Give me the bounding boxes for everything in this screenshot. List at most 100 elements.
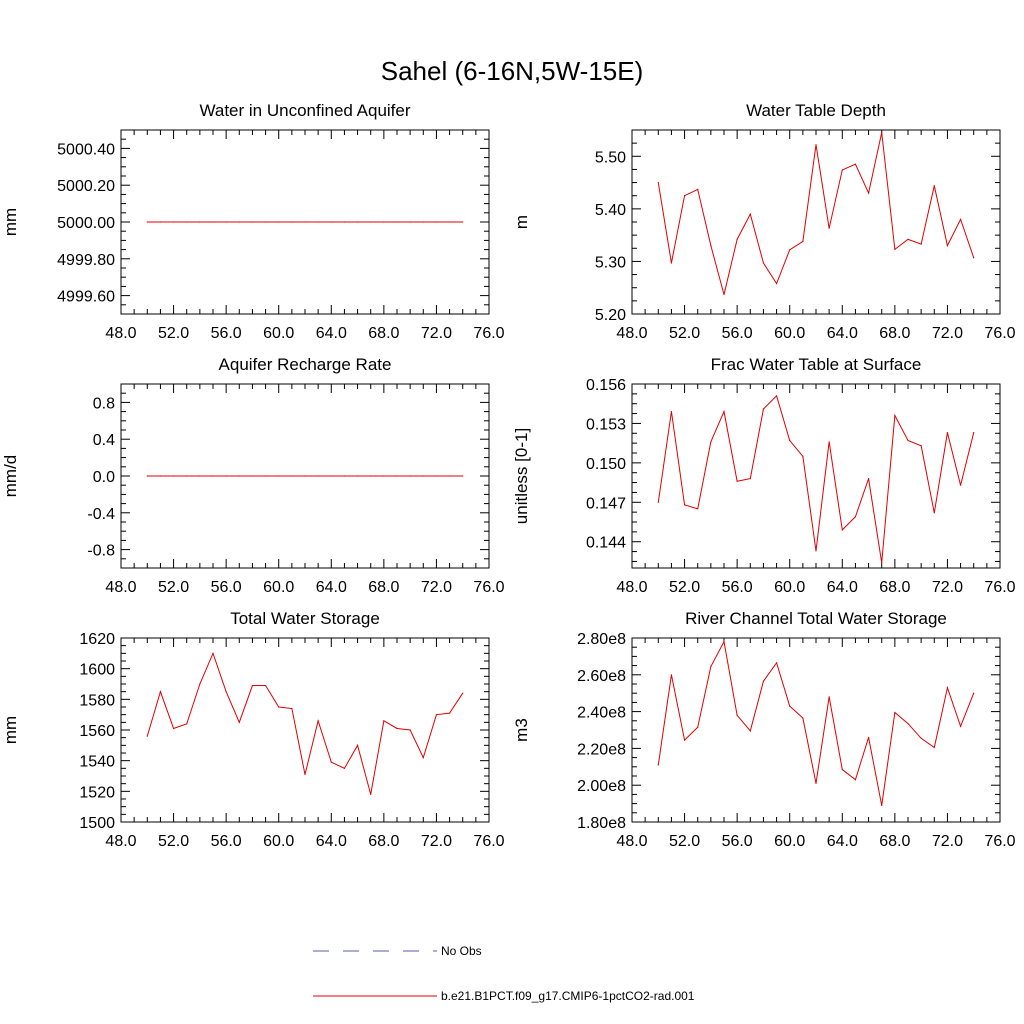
y-tick-label: 0.0 xyxy=(93,469,115,486)
data-point xyxy=(186,723,188,725)
data-point xyxy=(330,221,332,223)
x-tick-label: 60.0 xyxy=(263,325,294,342)
data-point xyxy=(159,221,162,223)
data-point xyxy=(723,293,725,296)
data-point xyxy=(802,455,804,457)
data-point xyxy=(238,475,240,477)
data-point xyxy=(907,238,909,240)
y-tick-label: 1500 xyxy=(79,815,115,832)
data-point xyxy=(920,243,922,245)
panel-title: Aquifer Recharge Rate xyxy=(219,355,392,374)
data-point xyxy=(736,480,738,482)
data-point xyxy=(251,475,254,477)
data-point xyxy=(330,761,332,763)
x-tick-label: 76.0 xyxy=(473,325,504,342)
data-point xyxy=(291,707,293,710)
x-tick-label: 64.0 xyxy=(316,579,347,596)
legend-entry-2: b.e21.B1PCT.f09_g17.CMIP6-1pctCO2-rad.00… xyxy=(313,989,695,1003)
data-point xyxy=(238,721,240,723)
data-point xyxy=(933,746,935,749)
data-point xyxy=(356,744,359,746)
data-point xyxy=(670,674,673,676)
data-point xyxy=(973,257,975,259)
x-tick-label: 72.0 xyxy=(421,833,452,850)
x-tick-label: 48.0 xyxy=(616,833,647,850)
y-axis-label: mm xyxy=(1,716,20,744)
y-tick-label: 5.40 xyxy=(595,202,626,219)
chart-panel-2: Water Table Depth m 48.0 52.0 56.0 60.0 64.0 68… xyxy=(512,101,1016,342)
data-point xyxy=(356,475,359,477)
panel-title: Total Water Storage xyxy=(230,609,380,628)
x-tick-label: 64.0 xyxy=(316,325,347,342)
x-tick-label: 56.0 xyxy=(211,325,242,342)
x-tick-label: 56.0 xyxy=(211,579,242,596)
y-tick-label: 0.156 xyxy=(586,377,626,394)
data-point xyxy=(973,692,975,694)
plot-frame xyxy=(120,637,490,823)
data-point xyxy=(225,475,227,477)
data-point xyxy=(697,726,699,728)
x-tick-label: 72.0 xyxy=(421,325,452,342)
data-point xyxy=(278,475,280,477)
data-point xyxy=(422,475,424,477)
data-point xyxy=(946,245,949,247)
data-point xyxy=(736,238,738,240)
data-point xyxy=(762,262,765,264)
legend-label: No Obs xyxy=(441,944,482,958)
data-point xyxy=(683,195,686,197)
x-tick-label: 52.0 xyxy=(669,833,700,850)
data-point xyxy=(435,475,438,477)
panel-title: Water Table Depth xyxy=(746,101,886,120)
data-point xyxy=(657,181,659,184)
x-tick-label: 48.0 xyxy=(616,579,647,596)
y-tick-label: 1540 xyxy=(79,754,115,771)
data-point xyxy=(462,692,464,694)
data-point xyxy=(146,735,148,737)
data-point xyxy=(291,221,293,223)
y-tick-label: 1520 xyxy=(79,784,115,801)
x-tick-label: 60.0 xyxy=(774,579,805,596)
data-point xyxy=(396,475,398,477)
data-point xyxy=(317,475,319,477)
chart-panels: Water in Unconfined Aquifer mm 48.0 52.0 56.… xyxy=(1,101,1016,850)
data-point xyxy=(881,804,883,807)
x-tick-label: 48.0 xyxy=(616,325,647,342)
y-tick-label: 4999.80 xyxy=(57,252,115,269)
chart-panel-5: Total Water Storage mm 48.0 52.0 56.0 60.0 64.… xyxy=(1,609,505,850)
x-tick-label: 68.0 xyxy=(879,833,910,850)
data-point xyxy=(683,739,686,741)
data-point xyxy=(251,221,254,223)
y-tick-label: 5.20 xyxy=(595,307,626,324)
data-point xyxy=(370,793,372,796)
data-point xyxy=(802,717,804,719)
data-point xyxy=(789,705,791,707)
x-tick-label: 64.0 xyxy=(827,579,858,596)
data-point xyxy=(710,441,712,443)
data-point xyxy=(723,641,725,643)
data-point xyxy=(383,475,385,477)
data-point xyxy=(828,227,830,229)
series-line-1 xyxy=(657,394,975,563)
data-point xyxy=(278,706,280,708)
x-tick-label: 56.0 xyxy=(722,325,753,342)
y-tick-label: 4999.60 xyxy=(57,289,115,306)
data-point xyxy=(789,439,791,442)
data-point xyxy=(697,508,699,510)
y-tick-label: 0.8 xyxy=(93,395,115,412)
y-tick-label: 2.40e8 xyxy=(577,705,626,722)
data-point xyxy=(854,516,857,518)
data-point xyxy=(841,768,843,771)
y-tick-label: 1620 xyxy=(79,631,115,648)
data-point xyxy=(172,221,175,223)
data-point xyxy=(907,439,909,442)
y-tick-label: 5000.20 xyxy=(57,178,115,195)
x-tick-label: 72.0 xyxy=(421,579,452,596)
data-point xyxy=(264,475,267,477)
x-tick-label: 72.0 xyxy=(932,833,963,850)
data-point xyxy=(409,475,411,477)
data-point xyxy=(435,714,438,716)
x-tick-label: 56.0 xyxy=(211,833,242,850)
y-tick-label: 5.50 xyxy=(595,149,626,166)
y-tick-label: 1600 xyxy=(79,662,115,679)
data-point xyxy=(212,221,214,223)
